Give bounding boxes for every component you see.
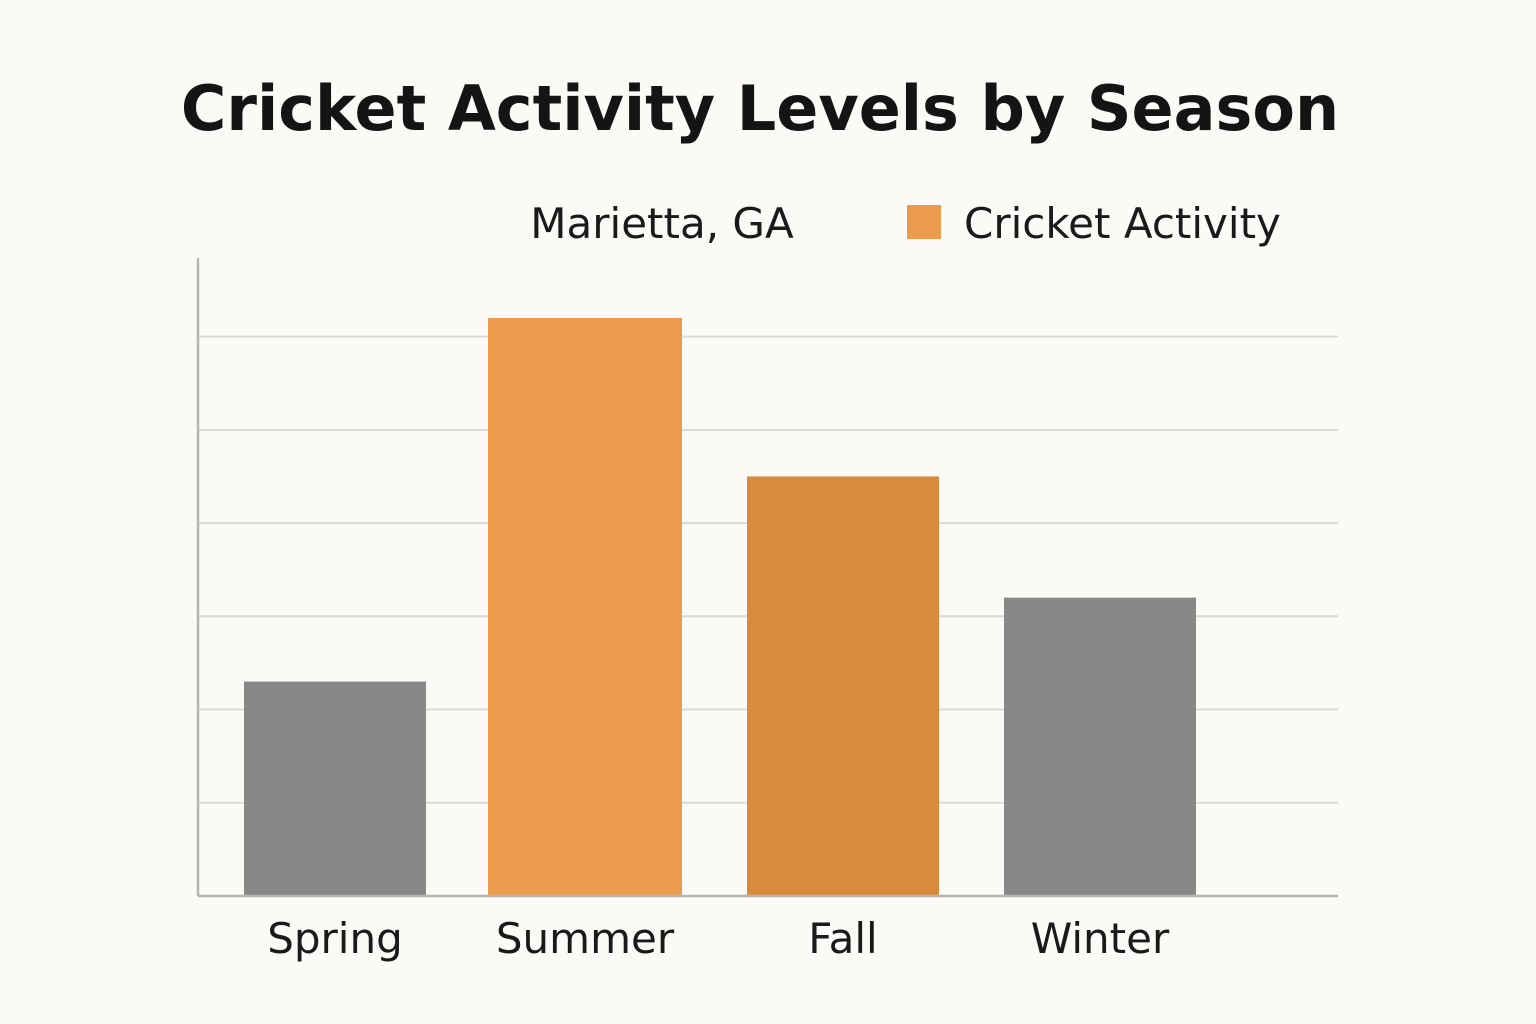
chart-subtitle: Marietta, GA [530, 199, 794, 248]
bars [244, 317, 1196, 896]
bar-spring [244, 681, 426, 896]
legend-label: Cricket Activity [964, 199, 1281, 248]
chart-title: Cricket Activity Levels by Season [181, 72, 1339, 145]
x-tick-labels: Spring Summer Fall Winter [267, 914, 1170, 963]
x-tick-label-fall: Fall [808, 914, 877, 963]
legend-swatch [907, 205, 941, 239]
x-tick-label-summer: Summer [496, 914, 675, 963]
x-tick-label-winter: Winter [1031, 914, 1170, 963]
bar-winter [1004, 597, 1196, 896]
x-tick-label-spring: Spring [267, 914, 403, 963]
bar-fall [747, 476, 939, 896]
bar-summer [488, 317, 682, 896]
legend: Cricket Activity [907, 199, 1281, 248]
axes [196, 258, 1338, 898]
